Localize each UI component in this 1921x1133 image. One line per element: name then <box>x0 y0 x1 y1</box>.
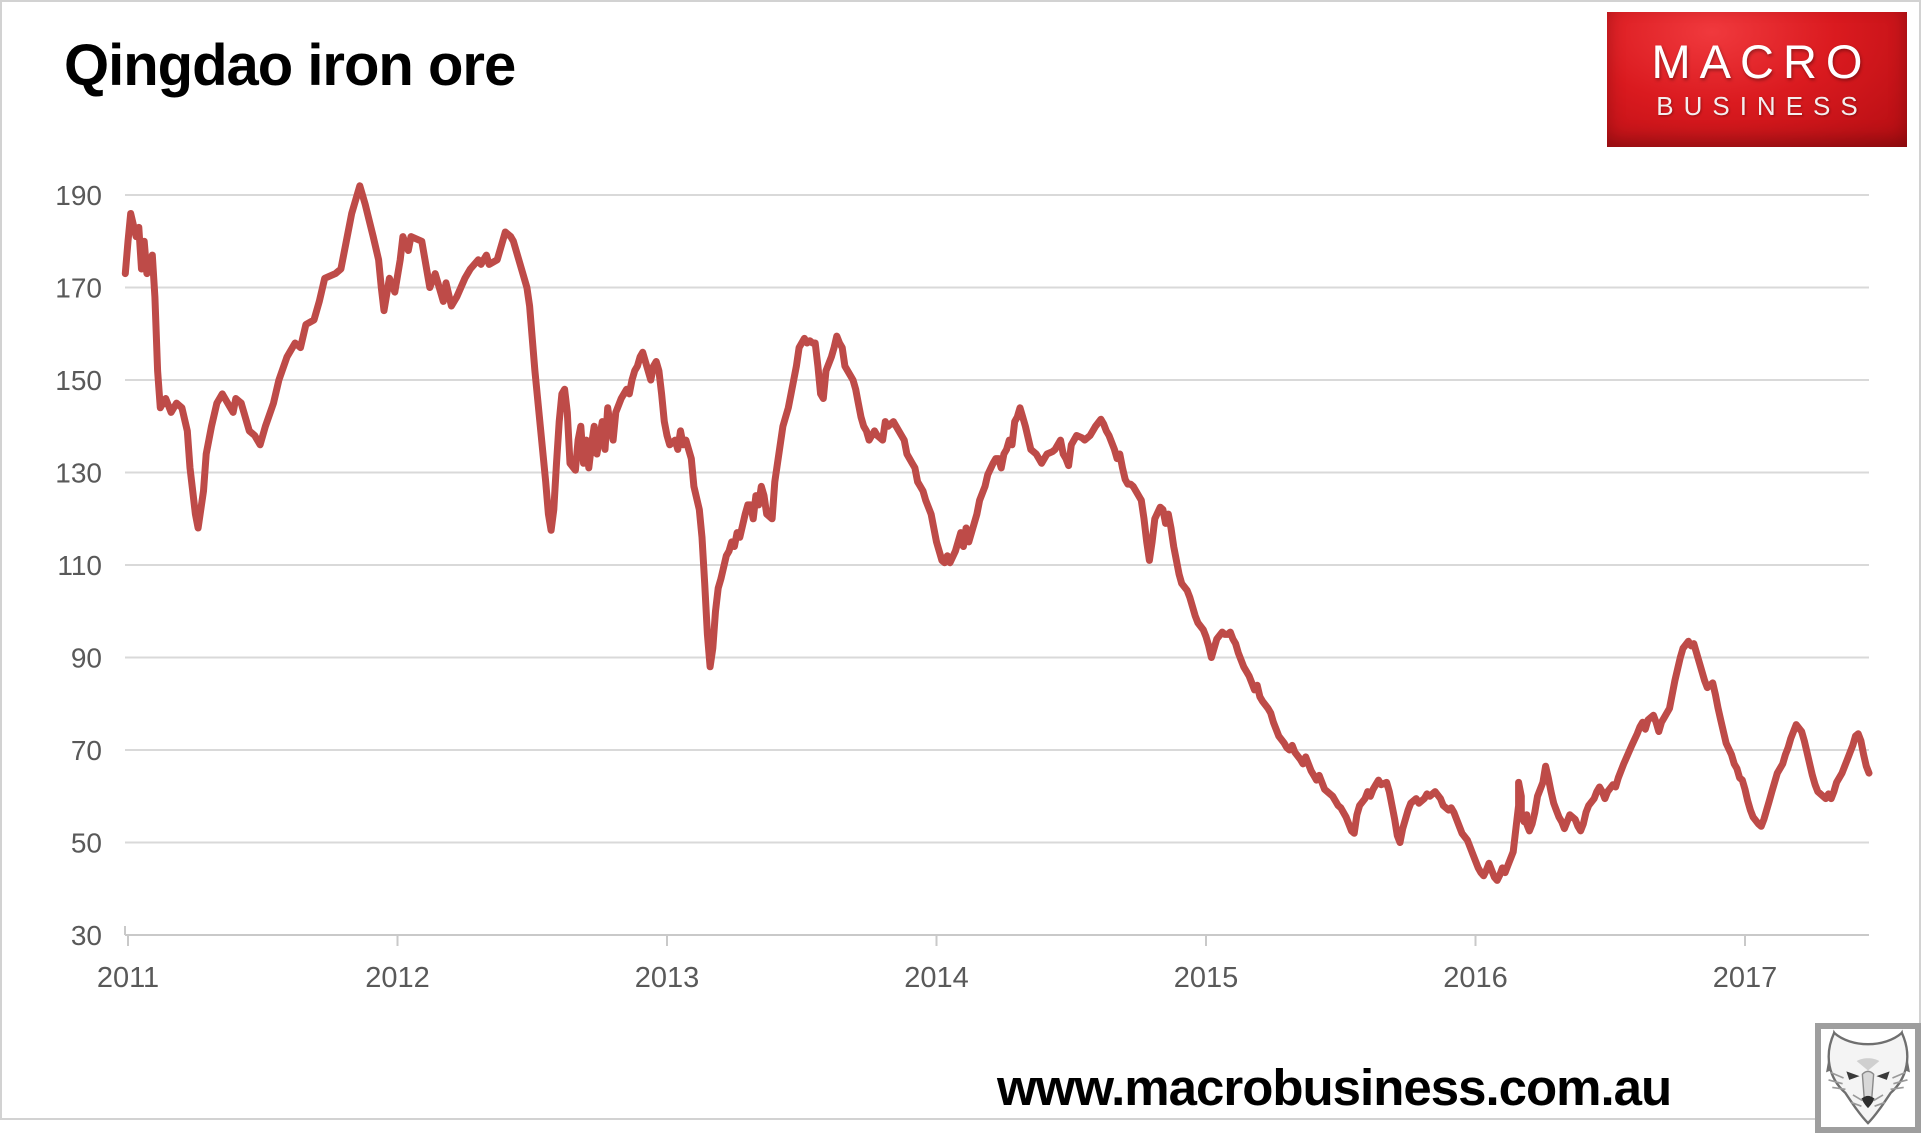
y-tick-label: 30 <box>71 920 102 951</box>
x-tick-label: 2016 <box>1443 962 1508 994</box>
y-tick-label: 90 <box>71 643 102 674</box>
y-tick-label: 50 <box>71 828 102 859</box>
page-title: Qingdao iron ore <box>64 33 516 98</box>
x-tick-label: 2015 <box>1174 962 1239 994</box>
x-tick-label: 2013 <box>635 962 700 994</box>
y-tick-label: 150 <box>55 365 102 396</box>
y-tick-label: 190 <box>55 180 102 211</box>
website-url: www.macrobusiness.com.au <box>997 1059 1672 1116</box>
y-tick-label: 70 <box>71 735 102 766</box>
x-tick-label: 2017 <box>1713 962 1778 994</box>
y-tick-label: 170 <box>55 273 102 304</box>
fox-logo <box>1815 1023 1921 1133</box>
x-tick-label: 2014 <box>904 962 969 994</box>
macrobusiness-logo: MACRO BUSINESS <box>1607 12 1907 147</box>
y-tick-label: 110 <box>57 550 102 581</box>
x-tick-label: 2011 <box>97 962 159 994</box>
x-tick-label: 2012 <box>365 962 430 994</box>
fox-icon <box>1826 1029 1910 1125</box>
logo-text-business: BUSINESS <box>1656 90 1868 121</box>
price-series-line <box>121 182 1873 884</box>
y-tick-label: 130 <box>55 458 102 489</box>
logo-text-macro: MACRO <box>1651 35 1872 89</box>
